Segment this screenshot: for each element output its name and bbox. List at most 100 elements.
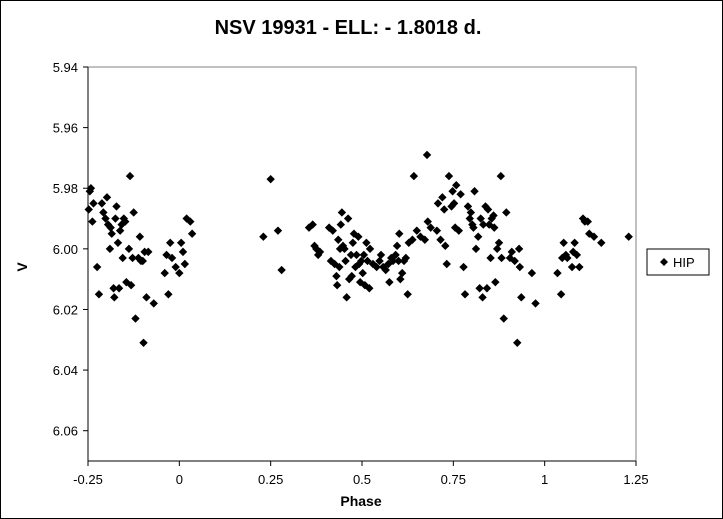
data-point <box>365 284 374 293</box>
data-point <box>107 229 116 238</box>
data-point <box>556 290 566 299</box>
data-point <box>88 217 97 226</box>
data-point <box>354 232 363 241</box>
data-point <box>395 229 404 238</box>
data-point <box>114 284 124 293</box>
data-point <box>129 208 138 217</box>
data-point <box>452 181 461 190</box>
data-point <box>426 223 435 232</box>
data-point <box>180 259 190 269</box>
data-point <box>187 229 197 238</box>
data-point <box>517 293 526 302</box>
data-point <box>335 262 344 272</box>
data-point <box>347 271 356 281</box>
data-point <box>454 226 464 235</box>
x-tick-label: 0 <box>176 472 183 487</box>
data-point <box>113 238 123 247</box>
data-point <box>144 247 153 257</box>
data-point <box>89 199 98 208</box>
data-point <box>336 220 346 229</box>
data-point <box>362 238 371 247</box>
data-point <box>479 220 488 229</box>
data-point <box>334 235 343 244</box>
y-tick-label: 5.94 <box>53 60 78 75</box>
data-point <box>171 262 180 272</box>
legend-label: HIP <box>673 255 695 270</box>
data-point <box>149 299 158 308</box>
data-point <box>359 250 369 260</box>
y-axis: 5.94 5.96 5.98 6.00 6.02 6.04 6.06 <box>53 60 89 461</box>
data-point <box>308 220 317 229</box>
data-point <box>408 235 417 244</box>
data-point <box>466 208 476 217</box>
y-tick-label: 6.02 <box>53 302 78 317</box>
data-point <box>497 253 506 263</box>
data-point <box>567 262 577 272</box>
data-point <box>337 208 347 217</box>
data-point <box>570 238 579 247</box>
data-point <box>583 217 592 226</box>
data-point <box>94 290 104 299</box>
data-point <box>502 208 511 217</box>
data-point <box>341 256 350 266</box>
data-point <box>273 226 283 235</box>
data-point <box>396 274 405 284</box>
data-point <box>346 250 356 260</box>
data-point <box>391 250 400 260</box>
data-point <box>491 277 500 287</box>
data-point <box>117 220 126 229</box>
data-point <box>558 253 567 263</box>
data-point <box>332 271 341 281</box>
data-point <box>164 290 173 299</box>
data-point <box>483 205 493 214</box>
data-point <box>343 214 353 223</box>
data-point <box>423 217 432 226</box>
data-point <box>166 238 175 247</box>
data-point <box>106 223 115 232</box>
data-point <box>436 235 445 244</box>
data-point <box>86 184 96 193</box>
data-point <box>332 281 342 290</box>
data-point <box>575 262 584 272</box>
data-point <box>444 171 454 181</box>
x-tick-label: 0.25 <box>258 472 283 487</box>
data-point <box>515 262 525 272</box>
data-point <box>507 247 516 257</box>
data-point <box>112 202 121 211</box>
data-point <box>175 268 184 278</box>
data-point <box>486 253 495 263</box>
data-point <box>328 226 337 235</box>
data-point <box>561 250 571 260</box>
x-tick-label: 1 <box>541 472 548 487</box>
y-axis-label: V <box>14 262 30 272</box>
data-point <box>392 241 402 251</box>
data-point <box>375 256 384 266</box>
data-point <box>125 171 135 181</box>
data-point <box>559 238 568 247</box>
data-point <box>142 293 151 302</box>
data-point <box>489 211 498 220</box>
data-point <box>102 193 112 202</box>
data-point <box>101 214 110 223</box>
data-point <box>563 253 572 263</box>
data-point <box>178 247 188 257</box>
data-point <box>490 223 499 232</box>
data-point <box>352 250 361 260</box>
data-point <box>315 247 325 257</box>
data-point <box>531 299 540 308</box>
data-points <box>84 150 633 347</box>
legend: HIP <box>646 248 710 276</box>
data-point <box>167 253 177 263</box>
data-point <box>186 217 195 226</box>
x-tick-label: 0.75 <box>441 472 466 487</box>
data-point <box>514 244 524 254</box>
data-point <box>324 223 334 232</box>
data-point <box>403 290 412 299</box>
data-point <box>376 250 386 260</box>
data-point <box>624 232 633 241</box>
legend-box <box>646 248 710 276</box>
data-point <box>482 284 492 293</box>
data-point <box>139 338 148 347</box>
data-point <box>357 256 366 266</box>
data-point <box>388 256 398 266</box>
